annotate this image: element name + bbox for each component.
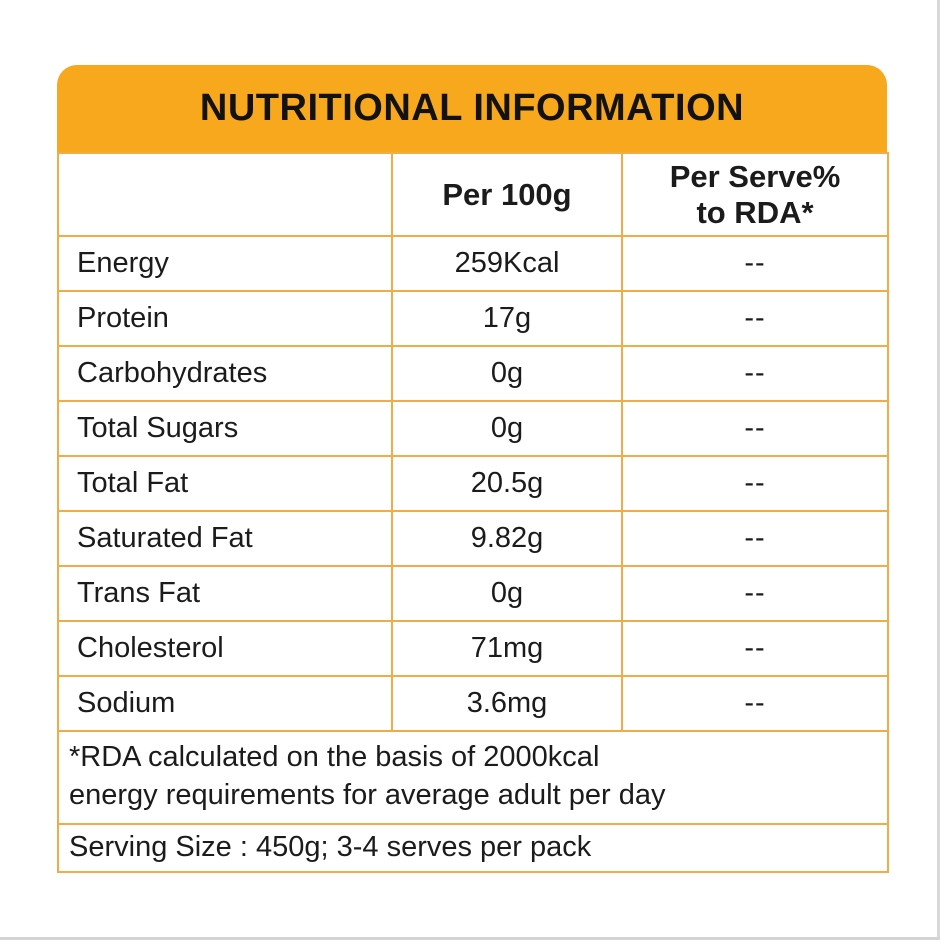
table-row-energy: Energy 259Kcal --: [57, 235, 889, 292]
nutrient-name: Total Sugars: [57, 400, 393, 457]
rda-footnote-row: *RDA calculated on the basis of 2000kcal…: [57, 730, 889, 825]
column-header-per-serve: Per Serve% to RDA*: [621, 152, 889, 237]
nutrient-per-serve: --: [621, 290, 889, 347]
nutrient-per-serve: --: [621, 675, 889, 732]
nutrient-name: Trans Fat: [57, 565, 393, 622]
nutrient-per-serve: --: [621, 345, 889, 402]
nutrient-per-100g: 0g: [391, 345, 623, 402]
column-header-row: Per 100g Per Serve% to RDA*: [57, 152, 889, 237]
rda-footnote-line1: *RDA calculated on the basis of 2000kcal: [69, 741, 600, 773]
nutrient-per-100g: 0g: [391, 565, 623, 622]
nutrition-title: NUTRITIONAL INFORMATION: [199, 87, 745, 129]
column-header-per-serve-line2: to RDA*: [696, 194, 814, 230]
nutrition-label-card: NUTRITIONAL INFORMATION Per 100g Per Ser…: [57, 65, 889, 873]
table-row-saturated-fat: Saturated Fat 9.82g --: [57, 510, 889, 567]
nutrient-name: Saturated Fat: [57, 510, 393, 567]
table-row-cholesterol: Cholesterol 71mg --: [57, 620, 889, 677]
serving-size-row: Serving Size : 450g; 3-4 serves per pack: [57, 822, 889, 873]
column-header-per-serve-line1: Per Serve%: [669, 158, 841, 194]
nutrient-per-serve: --: [621, 455, 889, 512]
nutrient-per-serve: --: [621, 400, 889, 457]
nutrient-per-100g: 259Kcal: [391, 235, 623, 292]
nutrient-per-100g: 0g: [391, 400, 623, 457]
nutrient-name: Sodium: [57, 675, 393, 732]
nutrient-per-serve: --: [621, 235, 889, 292]
serving-size-info: Serving Size : 450g; 3-4 serves per pack: [57, 822, 889, 873]
table-row-protein: Protein 17g --: [57, 290, 889, 347]
nutrient-per-serve: --: [621, 565, 889, 622]
nutrient-name: Protein: [57, 290, 393, 347]
table-row-carbohydrates: Carbohydrates 0g --: [57, 345, 889, 402]
nutrient-per-100g: 9.82g: [391, 510, 623, 567]
column-header-item: [57, 152, 393, 237]
nutrient-per-100g: 3.6mg: [391, 675, 623, 732]
nutrition-table: Per 100g Per Serve% to RDA* Energy 259Kc…: [57, 152, 889, 873]
nutrient-name: Energy: [57, 235, 393, 292]
table-row-total-sugars: Total Sugars 0g --: [57, 400, 889, 457]
nutrient-name: Total Fat: [57, 455, 393, 512]
nutrient-per-100g: 17g: [391, 290, 623, 347]
table-row-sodium: Sodium 3.6mg --: [57, 675, 889, 732]
image-edge-line-right: [937, 0, 940, 940]
nutrition-title-bar: NUTRITIONAL INFORMATION: [57, 65, 887, 152]
nutrient-per-100g: 20.5g: [391, 455, 623, 512]
nutrient-name: Cholesterol: [57, 620, 393, 677]
nutrient-per-serve: --: [621, 510, 889, 567]
rda-footnote-line2: energy requirements for average adult pe…: [69, 779, 666, 812]
nutrient-per-100g: 71mg: [391, 620, 623, 677]
column-header-per-100g: Per 100g: [391, 152, 623, 237]
table-row-total-fat: Total Fat 20.5g --: [57, 455, 889, 512]
nutrient-per-serve: --: [621, 620, 889, 677]
rda-footnote: *RDA calculated on the basis of 2000kcal…: [57, 730, 889, 825]
nutrient-name: Carbohydrates: [57, 345, 393, 402]
table-row-trans-fat: Trans Fat 0g --: [57, 565, 889, 622]
image-edge-line-bottom: [0, 937, 940, 940]
